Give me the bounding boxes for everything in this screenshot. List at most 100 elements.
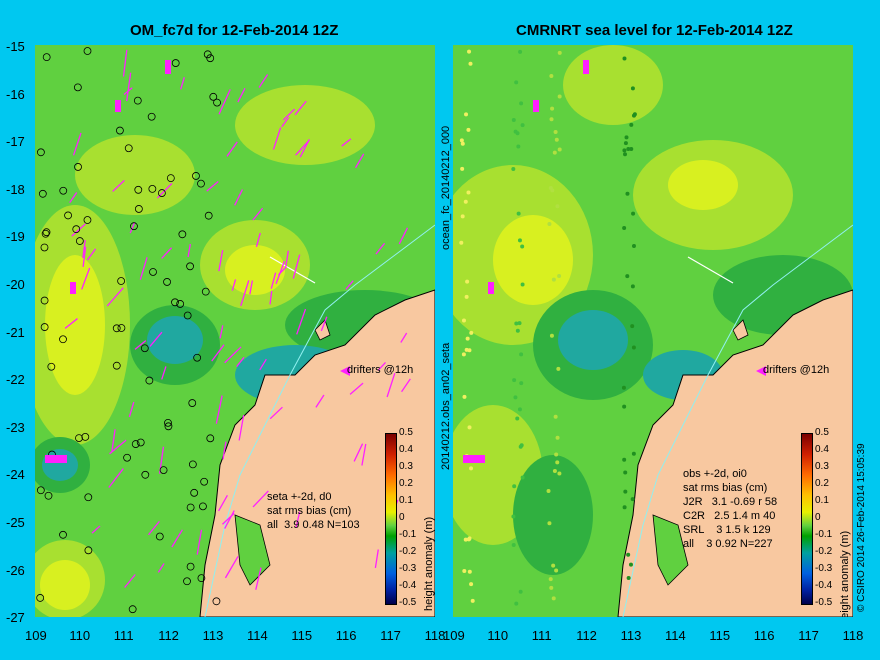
observation-marker bbox=[213, 98, 221, 107]
current-arrow bbox=[64, 318, 78, 329]
left-drifter-legend-marker bbox=[340, 366, 350, 376]
track-marker bbox=[517, 238, 522, 243]
current-arrow bbox=[259, 358, 267, 371]
current-arrow bbox=[149, 331, 163, 347]
observation-marker bbox=[117, 324, 126, 332]
current-arrow bbox=[377, 361, 386, 372]
current-arrow bbox=[249, 280, 254, 295]
lat-tick: -23 bbox=[6, 419, 25, 435]
track-marker bbox=[551, 596, 556, 601]
right-colorbar bbox=[801, 433, 813, 605]
colorbar-tick: 0 bbox=[815, 512, 821, 523]
lat-tick: -15 bbox=[6, 39, 25, 54]
track-marker bbox=[470, 598, 475, 603]
observation-marker bbox=[40, 323, 49, 331]
observation-marker bbox=[192, 172, 200, 180]
observation-marker bbox=[203, 50, 212, 59]
observation-marker bbox=[59, 335, 67, 344]
observation-marker bbox=[212, 597, 221, 606]
track-marker bbox=[622, 505, 627, 510]
track-marker bbox=[626, 576, 631, 581]
track-marker bbox=[630, 497, 635, 502]
observation-marker bbox=[183, 577, 191, 586]
lon-tick: 118 bbox=[842, 628, 864, 643]
current-arrow bbox=[320, 316, 328, 332]
observation-marker bbox=[84, 546, 93, 555]
left-colorbar bbox=[385, 433, 397, 605]
current-arrow bbox=[349, 382, 364, 395]
observation-marker bbox=[178, 230, 187, 239]
observation-marker bbox=[164, 418, 172, 427]
observation-marker bbox=[201, 287, 210, 296]
current-arrow bbox=[255, 232, 261, 247]
current-arrow bbox=[222, 512, 235, 525]
track-marker bbox=[467, 348, 472, 353]
left-drifter-legend-label: drifters @12h bbox=[347, 364, 414, 376]
track-marker bbox=[631, 243, 636, 248]
observation-marker bbox=[59, 186, 68, 195]
current-arrow bbox=[237, 88, 246, 103]
track-marker bbox=[557, 471, 562, 476]
current-arrow bbox=[226, 141, 238, 157]
track-marker bbox=[623, 489, 628, 494]
track-marker bbox=[462, 568, 467, 573]
current-arrow bbox=[91, 525, 101, 534]
current-arrow bbox=[231, 279, 237, 291]
lon-tick: 117 bbox=[380, 628, 401, 643]
current-arrow bbox=[224, 510, 235, 529]
lon-tick: 113 bbox=[620, 628, 642, 643]
right-drifter-legend-marker bbox=[756, 366, 766, 376]
observation-marker bbox=[206, 54, 215, 63]
track-marker bbox=[554, 452, 559, 457]
right-bias-annotation: obs +-2d, oi0 sat rms bias (cm) J2R 3.1 … bbox=[683, 468, 778, 550]
lat-tick: -21 bbox=[6, 324, 25, 340]
track-marker bbox=[520, 123, 525, 128]
observation-marker bbox=[197, 574, 206, 583]
track-marker bbox=[520, 475, 525, 480]
observation-marker bbox=[188, 399, 197, 407]
observation-marker bbox=[44, 491, 53, 500]
current-arrow bbox=[375, 242, 386, 255]
track-marker bbox=[467, 569, 472, 574]
observation-marker bbox=[136, 438, 145, 447]
observation-marker bbox=[149, 268, 157, 276]
current-arrow bbox=[108, 468, 124, 488]
track-marker bbox=[516, 211, 521, 216]
current-arrow bbox=[269, 406, 283, 420]
current-arrow bbox=[278, 266, 287, 276]
observation-marker bbox=[133, 96, 142, 105]
current-arrow bbox=[292, 254, 301, 279]
track-marker bbox=[626, 146, 631, 151]
current-arrow bbox=[281, 116, 290, 128]
lat-tick: -24 bbox=[6, 467, 25, 483]
observation-marker bbox=[200, 477, 209, 486]
track-marker bbox=[549, 117, 554, 122]
current-arrow bbox=[148, 520, 160, 536]
observation-marker bbox=[183, 311, 192, 320]
lat-tick: -16 bbox=[6, 86, 25, 102]
current-arrow bbox=[211, 344, 225, 362]
track-marker bbox=[629, 147, 634, 152]
lon-tick: 109 bbox=[25, 628, 47, 643]
observation-marker bbox=[130, 222, 138, 231]
track-marker bbox=[622, 56, 627, 61]
colorbar-tick: 0.5 bbox=[815, 427, 829, 438]
current-arrow bbox=[126, 72, 132, 102]
track-marker bbox=[469, 582, 474, 587]
track-marker bbox=[623, 470, 628, 475]
track-marker bbox=[547, 521, 552, 526]
observation-marker bbox=[186, 562, 195, 571]
observation-marker bbox=[42, 228, 51, 237]
current-arrow bbox=[71, 223, 86, 237]
current-arrow bbox=[353, 443, 364, 462]
current-arrow bbox=[128, 401, 135, 418]
track-marker bbox=[515, 328, 520, 333]
current-arrow bbox=[258, 74, 269, 88]
observation-marker bbox=[159, 466, 168, 475]
current-arrow bbox=[224, 346, 242, 364]
colorbar-tick: 0 bbox=[399, 512, 405, 523]
observation-marker bbox=[112, 324, 121, 333]
observation-marker bbox=[197, 179, 205, 188]
track-marker bbox=[511, 542, 516, 547]
track-marker bbox=[622, 148, 627, 153]
